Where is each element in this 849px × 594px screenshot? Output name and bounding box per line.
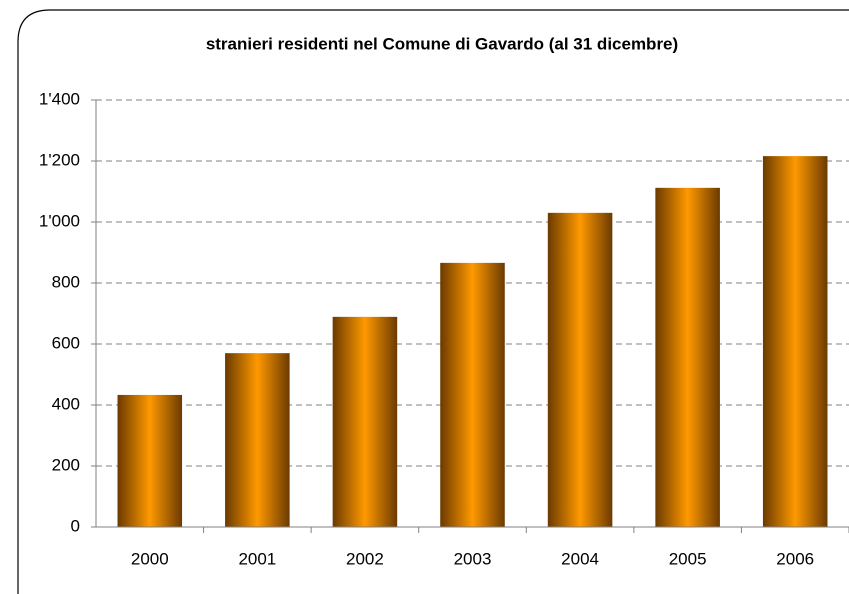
x-tick-label: 2000 bbox=[131, 549, 169, 568]
bar bbox=[547, 212, 613, 527]
chart-title: stranieri residenti nel Comune di Gavard… bbox=[206, 34, 678, 53]
y-tick-label: 800 bbox=[52, 272, 80, 291]
x-tick-label: 2004 bbox=[561, 549, 599, 568]
x-tick-label: 2003 bbox=[454, 549, 492, 568]
x-tick-label: 2005 bbox=[669, 549, 707, 568]
y-tick-label: 0 bbox=[71, 516, 80, 535]
y-tick-label: 400 bbox=[52, 394, 80, 413]
y-tick-label: 1'000 bbox=[39, 211, 80, 230]
bar bbox=[655, 187, 720, 527]
chart-frame bbox=[17, 9, 849, 594]
x-tick-label: 2006 bbox=[776, 549, 814, 568]
bar bbox=[225, 353, 290, 527]
x-tick-label: 2001 bbox=[238, 549, 276, 568]
y-tick-label: 1'400 bbox=[39, 89, 80, 108]
y-tick-label: 1'200 bbox=[39, 150, 80, 169]
y-tick-label: 600 bbox=[52, 333, 80, 352]
bar bbox=[332, 316, 398, 527]
bar bbox=[440, 262, 505, 527]
bar bbox=[117, 394, 183, 527]
bar bbox=[762, 156, 828, 527]
y-tick-label: 200 bbox=[52, 455, 80, 474]
x-tick-label: 2002 bbox=[346, 549, 384, 568]
